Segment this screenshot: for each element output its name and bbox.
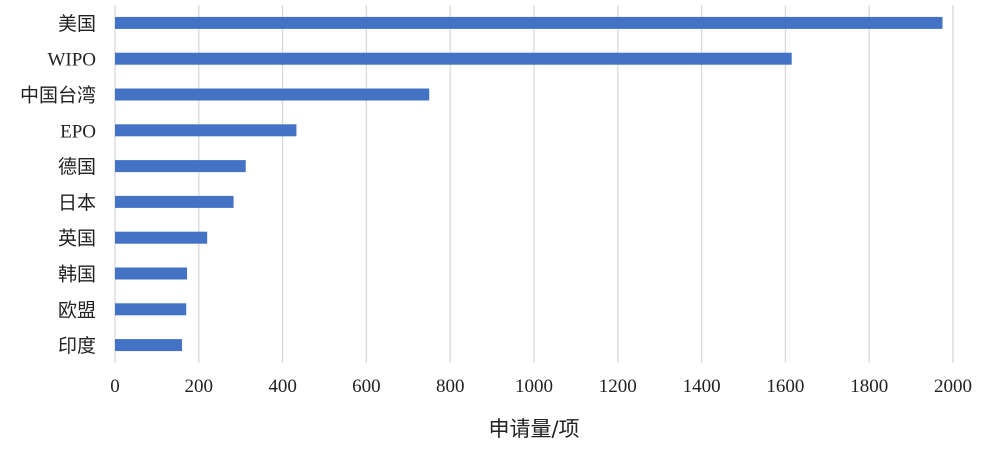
category-label: 日本 bbox=[58, 192, 96, 214]
category-label: WIPO bbox=[47, 50, 96, 71]
bar bbox=[115, 160, 246, 173]
x-tick-label: 400 bbox=[268, 376, 297, 397]
category-label: 美国 bbox=[58, 13, 96, 35]
x-tick-label: 800 bbox=[436, 376, 465, 397]
category-label: 中国台湾 bbox=[20, 85, 96, 107]
x-tick-label: 1800 bbox=[850, 376, 888, 397]
x-tick-label: 200 bbox=[185, 376, 214, 397]
category-label: 欧盟 bbox=[58, 299, 96, 321]
x-tick-labels: 0 200 400 600 800 1000 1200 1400 1600 1800 2000 bbox=[110, 376, 972, 397]
x-tick-label: 1200 bbox=[599, 376, 637, 397]
x-tick-label: 1000 bbox=[515, 376, 553, 397]
category-label: 印度 bbox=[58, 335, 96, 357]
x-tick-label: 1600 bbox=[766, 376, 804, 397]
x-axis-title: 申请量/项 bbox=[488, 417, 579, 441]
bar bbox=[115, 52, 792, 65]
category-label: EPO bbox=[60, 121, 96, 142]
category-label: 德国 bbox=[58, 156, 96, 178]
category-label: 韩国 bbox=[58, 264, 96, 286]
x-tick-label: 2000 bbox=[934, 376, 972, 397]
x-tick-label: 0 bbox=[110, 376, 120, 397]
bar bbox=[115, 303, 187, 316]
bar bbox=[115, 339, 183, 352]
bar bbox=[115, 267, 188, 280]
bar bbox=[115, 231, 208, 244]
bar bbox=[115, 124, 297, 137]
x-tick-label: 600 bbox=[352, 376, 381, 397]
bars bbox=[115, 16, 943, 352]
x-tick-label: 1400 bbox=[683, 376, 721, 397]
bar bbox=[115, 16, 943, 29]
bar bbox=[115, 195, 234, 208]
bar bbox=[115, 88, 430, 101]
category-label: 英国 bbox=[58, 228, 96, 250]
